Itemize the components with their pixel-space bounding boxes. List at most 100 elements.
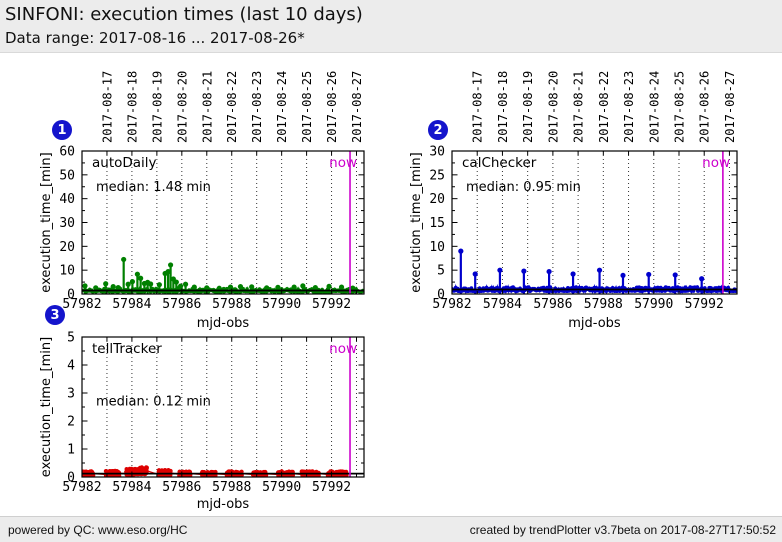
y-axis-title: execution_time_[min]: [39, 337, 54, 477]
y-tick-label: 30: [59, 216, 75, 231]
x-axis-title: mjd-obs: [568, 316, 621, 330]
date-label: 2017-08-26: [698, 71, 712, 143]
x-axis-title: mjd-obs: [197, 497, 250, 512]
date-label: 2017-08-26: [325, 71, 339, 143]
x-tick-label: 57988: [212, 480, 251, 495]
now-label: now: [702, 155, 730, 171]
y-tick-label: 3: [67, 387, 75, 402]
date-label: 2017-08-21: [200, 71, 214, 143]
x-tick-label: 57988: [584, 297, 623, 312]
x-tick-label: 57986: [162, 480, 201, 495]
y-tick-label: 15: [429, 216, 445, 231]
date-label: 2017-08-24: [647, 71, 661, 143]
x-tick-label: 57984: [112, 480, 151, 495]
date-label: 2017-08-27: [723, 71, 737, 143]
x-tick-label: 57984: [112, 297, 151, 312]
x-tick-label: 57992: [312, 480, 351, 495]
date-label: 2017-08-17: [471, 71, 485, 143]
date-label: 2017-08-22: [597, 71, 611, 143]
x-tick-label: 57990: [262, 297, 301, 312]
date-label: 2017-08-18: [496, 71, 510, 143]
y-tick-label: 0: [437, 288, 445, 303]
plot-number-badge-1: 1: [52, 120, 72, 140]
chart-autodaily: 57982 57984 57986 57988 57990 57992 0 10 20 30 40 5…: [28, 58, 384, 334]
y-tick-label: 30: [429, 145, 445, 160]
x-tick-label: 57982: [432, 297, 471, 312]
series-title: autoDaily: [92, 155, 157, 171]
plot-frame: [451, 150, 738, 295]
y-tick-label: 40: [59, 192, 75, 207]
x-tick-label: 57990: [262, 480, 301, 495]
created-by-text: created by trendPlotter v3.7beta on 2017…: [469, 523, 776, 537]
data-series: [82, 256, 364, 294]
x-tick-label: 57986: [533, 297, 572, 312]
y-tick-label: 0: [67, 471, 75, 486]
date-label: 2017-08-23: [622, 71, 636, 143]
date-label: 2017-08-22: [225, 71, 239, 143]
data-range-subtitle: Data range: 2017-08-16 ... 2017-08-26*: [5, 29, 305, 47]
series-title: tellTracker: [92, 341, 162, 357]
axis-ticks: [81, 336, 364, 478]
chart-telltracker: 57982 57984 57986 57988 57990 57992 0 1 2 3 4 5 mjd-…: [28, 330, 384, 520]
date-label: 2017-08-23: [250, 71, 264, 143]
date-label: 2017-08-19: [150, 71, 164, 143]
y-tick-label: 5: [67, 331, 75, 346]
report-header: SINFONI: execution times (last 10 days) …: [0, 0, 782, 53]
now-label: now: [329, 155, 357, 171]
y-tick-label: 2: [67, 415, 75, 430]
median-label: median: 0.12 min: [96, 394, 211, 409]
y-axis-title: execution_time_[min]: [409, 152, 424, 292]
plot-svg: 57982 57984 57986 57988 57990 57992 0 5 10 15 20 25…: [409, 71, 738, 331]
y-tick-label: 5: [437, 264, 445, 279]
y-tick-label: 1: [67, 443, 75, 458]
date-label: 2017-08-27: [350, 71, 364, 143]
x-axis-title: mjd-obs: [197, 316, 250, 330]
x-tick-label: 57988: [212, 297, 251, 312]
median-label: median: 0.95 min: [466, 180, 581, 195]
x-tick-label: 57986: [162, 297, 201, 312]
plot-svg: 57982 57984 57986 57988 57990 57992 0 1 2 3 4 5 mjd-…: [39, 331, 365, 512]
y-tick-label: 10: [59, 264, 75, 279]
powered-by-text: powered by QC: www.eso.org/HC: [8, 523, 188, 537]
date-label: 2017-08-18: [125, 71, 139, 143]
now-label: now: [329, 341, 357, 357]
day-gridlines: [476, 151, 730, 294]
x-tick-label: 57992: [685, 297, 724, 312]
day-gridlines: [106, 151, 358, 294]
y-tick-label: 50: [59, 168, 75, 183]
date-label: 2017-08-25: [300, 71, 314, 143]
y-tick-label: 0: [67, 288, 75, 303]
y-tick-label: 25: [429, 168, 445, 183]
data-series: [452, 248, 737, 294]
date-label: 2017-08-25: [672, 71, 686, 143]
plot-svg: 57982 57984 57986 57988 57990 57992 0 10 20 30 40 5…: [39, 71, 365, 331]
y-axis-title: execution_time_[min]: [39, 152, 54, 292]
plot-number-badge-2: 2: [428, 120, 448, 140]
plot-number-badge-3: 3: [45, 305, 65, 325]
y-tick-label: 20: [429, 192, 445, 207]
median-label: median: 1.48 min: [96, 180, 211, 195]
y-tick-label: 10: [429, 240, 445, 255]
date-label: 2017-08-20: [175, 71, 189, 143]
x-tick-label: 57984: [483, 297, 522, 312]
y-tick-label: 20: [59, 240, 75, 255]
date-label: 2017-08-21: [572, 71, 586, 143]
data-series: [82, 465, 349, 477]
page-title: SINFONI: execution times (last 10 days): [5, 4, 363, 25]
report-footer: powered by QC: www.eso.org/HC created by…: [0, 516, 782, 542]
y-tick-label: 60: [59, 145, 75, 160]
x-tick-label: 57982: [62, 297, 101, 312]
y-tick-label: 4: [67, 359, 75, 374]
x-tick-label: 57992: [312, 297, 351, 312]
day-gridlines: [106, 337, 358, 477]
date-label: 2017-08-24: [275, 71, 289, 143]
date-label: 2017-08-20: [546, 71, 560, 143]
x-tick-label: 57982: [62, 480, 101, 495]
date-label: 2017-08-17: [100, 71, 114, 143]
axis-ticks: [81, 150, 364, 295]
axis-ticks: [451, 150, 737, 295]
x-tick-label: 57990: [634, 297, 673, 312]
date-label: 2017-08-19: [521, 71, 535, 143]
chart-calchecker: 57982 57984 57986 57988 57990 57992 0 5 10 15 20 25…: [408, 58, 764, 334]
